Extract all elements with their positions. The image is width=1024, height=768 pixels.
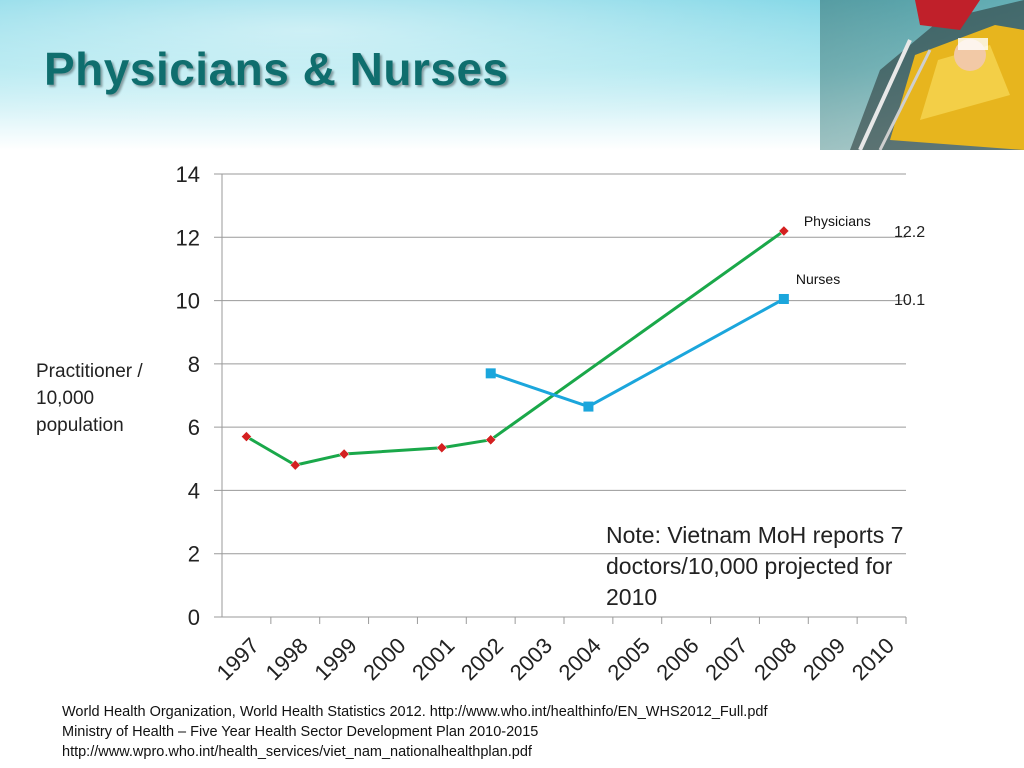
x-tick-label: 1998 bbox=[261, 633, 313, 685]
y-tick-label: 12 bbox=[176, 225, 200, 250]
x-tick-label: 2002 bbox=[456, 633, 508, 685]
series bbox=[241, 225, 790, 471]
series-line-physicians bbox=[245, 229, 785, 467]
y-tick-label: 10 bbox=[176, 289, 200, 314]
x-tick-label: 2003 bbox=[505, 633, 557, 685]
chart-note: Note: Vietnam MoH reports 7 doctors/10,0… bbox=[606, 522, 904, 610]
y-axis-title: Practitioner / 10,000 population bbox=[36, 361, 143, 436]
x-tick-label: 2001 bbox=[407, 633, 459, 685]
x-tick-label: 1999 bbox=[309, 633, 361, 685]
data-point-physicians bbox=[436, 442, 448, 454]
y-tick-label: 8 bbox=[188, 352, 200, 377]
source-line-1: World Health Organization, World Health … bbox=[62, 704, 768, 720]
x-tick-label: 1997 bbox=[212, 633, 264, 685]
x-tick-label: 2006 bbox=[651, 633, 703, 685]
data-point-physicians bbox=[289, 459, 301, 471]
y-tick-label: 6 bbox=[188, 415, 200, 440]
data-point-nurses bbox=[485, 368, 496, 379]
source-line-2: Ministry of Health – Five Year Health Se… bbox=[62, 724, 539, 740]
data-point-physicians bbox=[778, 225, 790, 237]
end-value-nurses: 10.1 bbox=[894, 292, 925, 309]
x-tick-label: 2008 bbox=[749, 633, 801, 685]
x-tick-label: 2007 bbox=[700, 633, 752, 685]
y-tick-label: 4 bbox=[188, 478, 200, 503]
data-point-physicians bbox=[241, 431, 252, 442]
data-point-physicians bbox=[485, 434, 497, 446]
slide-title: Physicians & Nurses bbox=[44, 43, 509, 95]
x-tick-label: 2010 bbox=[847, 633, 899, 685]
series-name-nurses: Nurses bbox=[796, 271, 840, 287]
data-point-nurses bbox=[778, 293, 789, 304]
axes bbox=[221, 174, 907, 624]
series-name-physicians: Physicians bbox=[804, 213, 871, 229]
stretcher-photo bbox=[820, 0, 1024, 150]
x-tick-label: 2004 bbox=[554, 633, 606, 685]
y-tick-label: 0 bbox=[188, 605, 200, 630]
data-point-nurses bbox=[583, 401, 594, 412]
x-tick-label: 2000 bbox=[358, 633, 410, 685]
y-tick-label: 14 bbox=[176, 162, 200, 187]
x-tick-label: 2009 bbox=[798, 633, 850, 685]
data-point-physicians bbox=[338, 448, 350, 460]
sources-block: World Health Organization, World Health … bbox=[62, 702, 767, 762]
gridlines bbox=[214, 173, 906, 618]
y-tick-label: 2 bbox=[188, 542, 200, 567]
end-value-physicians: 12.2 bbox=[894, 224, 925, 241]
x-tick-label: 2005 bbox=[603, 633, 655, 685]
source-line-3: http://www.wpro.who.int/health_services/… bbox=[62, 744, 532, 760]
series-line-nurses bbox=[490, 297, 785, 409]
